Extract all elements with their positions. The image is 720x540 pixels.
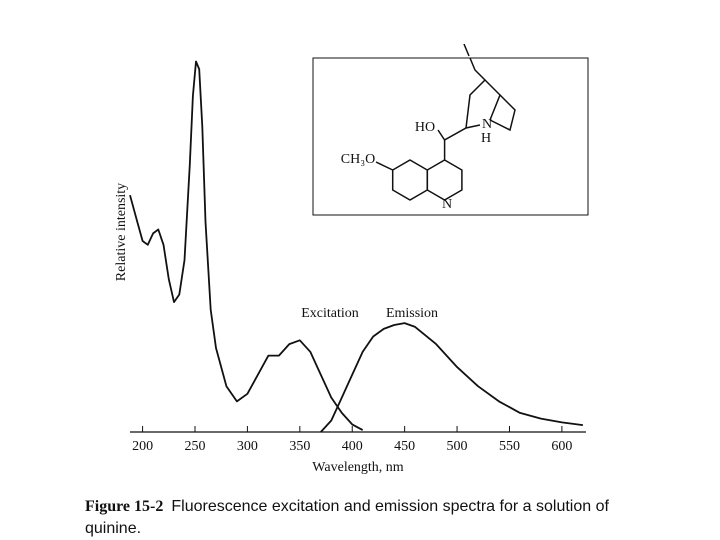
caption-label: Figure 15-2 — [85, 498, 164, 515]
x-tick-label: 600 — [551, 439, 572, 454]
x-tick-label: 400 — [342, 439, 363, 454]
x-tick-label: 250 — [184, 439, 205, 454]
chart: Relative intensity Wavelength, nm Excita… — [114, 43, 589, 475]
x-tick-label: 200 — [132, 439, 153, 454]
x-tick-label: 450 — [394, 439, 415, 454]
x-tick-label: 550 — [499, 439, 520, 454]
series-label: Emission — [386, 306, 438, 321]
inset-label: N — [482, 117, 492, 132]
x-axis-label: Wavelength, nm — [312, 460, 404, 475]
caption: Figure 15-2 Fluorescence excitation and e… — [85, 496, 625, 540]
series-label: Excitation — [301, 306, 359, 321]
x-tick-label: 350 — [289, 439, 310, 454]
inset-label: H — [481, 131, 491, 146]
y-axis-label: Relative intensity — [114, 183, 129, 281]
line-series — [129, 60, 364, 431]
line-series — [320, 322, 584, 433]
caption-text: Fluorescence excitation and emission spe… — [85, 498, 609, 537]
inset-structure — [312, 43, 589, 216]
inset-label: CH₃O — [341, 152, 375, 167]
inset-label: HO — [415, 120, 435, 135]
inset-label: N — [442, 197, 452, 212]
x-tick-label: 300 — [237, 439, 258, 454]
x-tick-label: 500 — [447, 439, 468, 454]
